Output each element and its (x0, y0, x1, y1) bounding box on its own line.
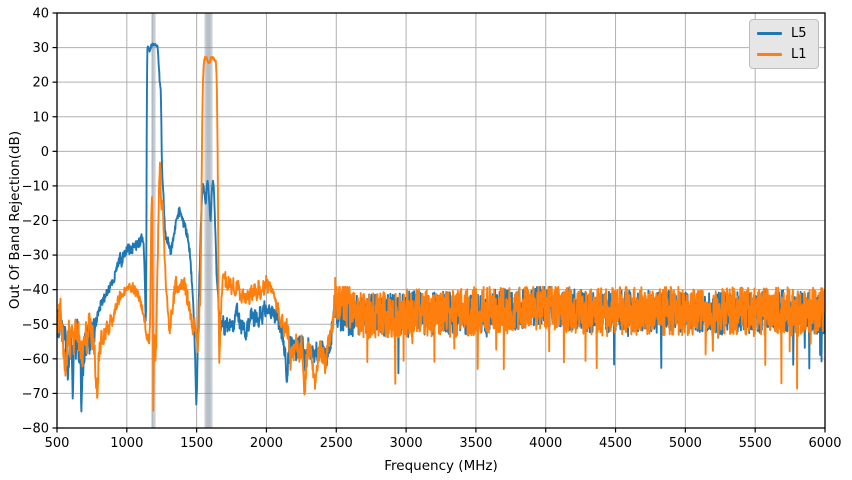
y-tick-label: 20 (32, 76, 49, 91)
y-tick-label: −30 (22, 249, 49, 264)
legend-line-l1 (757, 52, 782, 56)
x-tick-label: 1500 (180, 436, 213, 451)
x-tick-label: 4000 (529, 436, 562, 451)
x-tick-label: 4500 (599, 436, 632, 451)
y-tick-label: −40 (22, 283, 49, 298)
y-tick-label: −20 (22, 214, 49, 229)
band-l5-band (151, 13, 156, 428)
y-tick-label: −50 (22, 318, 49, 333)
y-tick-label: −80 (22, 422, 49, 437)
x-tick-label: 1000 (110, 436, 143, 451)
y-tick-label: −10 (22, 179, 49, 194)
y-axis-label: Out Of Band Rejection(dB) (7, 130, 23, 310)
x-tick-label: 5000 (669, 436, 702, 451)
x-tick-label: 6000 (808, 436, 841, 451)
y-tick-label: −70 (22, 387, 49, 402)
y-tick-label: 10 (32, 110, 49, 125)
legend-line-l5 (757, 32, 782, 36)
y-tick-label: 30 (32, 41, 49, 56)
x-tick-label: 3000 (390, 436, 423, 451)
y-tick-label: 40 (32, 7, 49, 22)
y-tick-label: 0 (41, 145, 49, 160)
x-tick-label: 3500 (459, 436, 492, 451)
x-tick-label: 5500 (739, 436, 772, 451)
x-tick-label: 2000 (250, 436, 283, 451)
legend-item-l1: L1 (750, 48, 818, 61)
legend-item-l5: L5 (750, 27, 818, 40)
legend: L5 L1 (749, 19, 819, 69)
x-axis-label: Frequency (MHz) (384, 458, 498, 474)
series-line-l1 (57, 55, 825, 412)
y-tick-label: −60 (22, 352, 49, 367)
x-tick-label: 500 (45, 436, 70, 451)
x-tick-label: 2500 (320, 436, 353, 451)
legend-label-l5: L5 (791, 26, 807, 42)
legend-label-l1: L1 (791, 46, 807, 62)
band-l1-band-core (206, 13, 211, 428)
band-l1-band (204, 13, 213, 428)
